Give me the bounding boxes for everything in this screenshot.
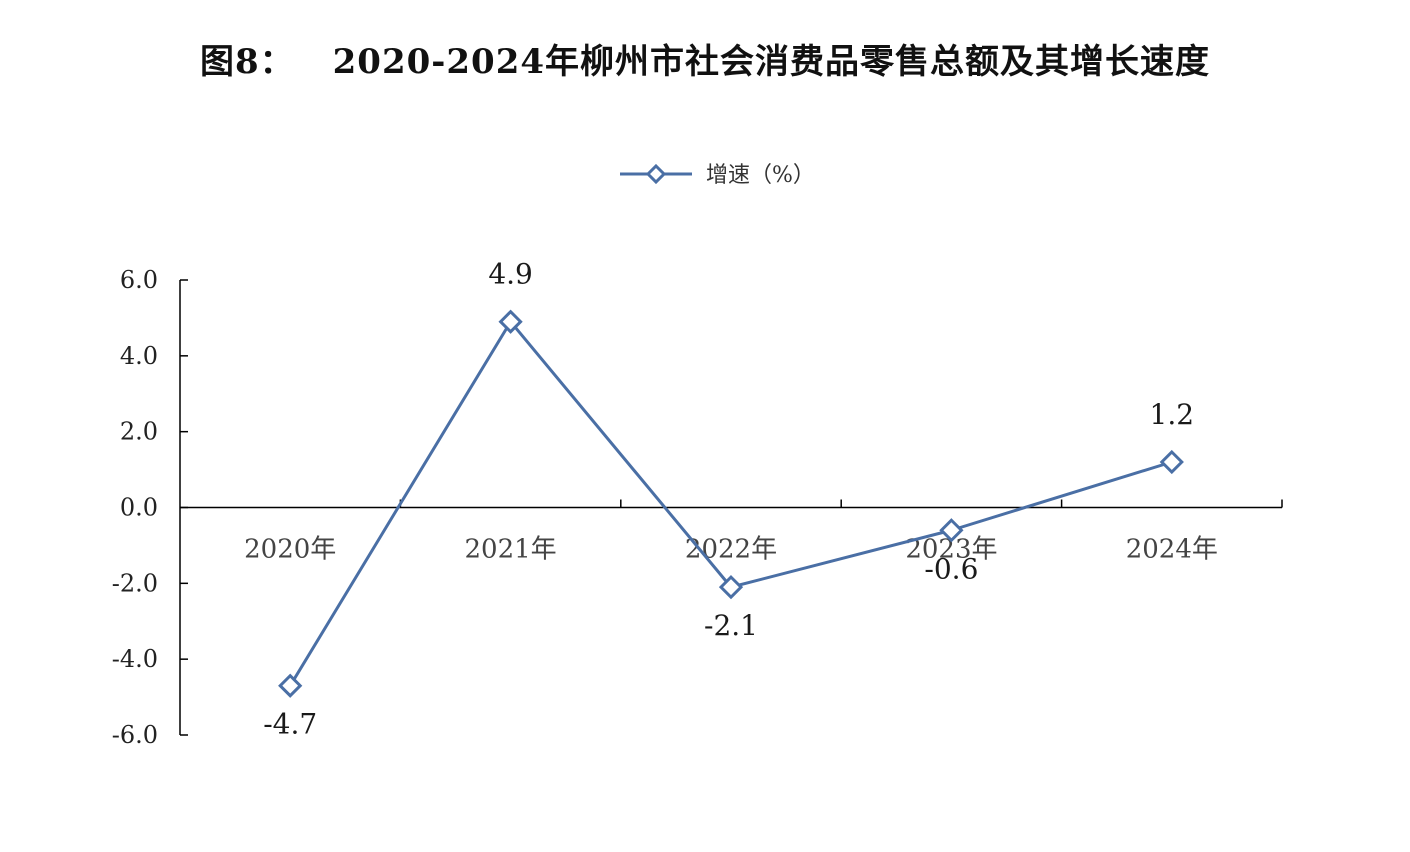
data-point xyxy=(1159,449,1184,475)
x-tick-label: 2020年 xyxy=(244,535,336,565)
legend: 增速（%） xyxy=(620,163,815,188)
figure-label: 图8： xyxy=(199,42,295,82)
chart-series: -4.7 4.9 -2.1 -0.6 1.2 xyxy=(263,258,1194,741)
y-tick-label: -2.0 xyxy=(112,569,158,597)
data-point xyxy=(718,575,744,600)
data-label: 1.2 xyxy=(1150,398,1195,431)
legend-marker xyxy=(645,163,667,185)
data-label: 4.9 xyxy=(488,258,533,291)
y-tick-label: 0.0 xyxy=(120,494,158,522)
data-point xyxy=(278,673,303,698)
data-label: -2.1 xyxy=(704,609,758,642)
data-point xyxy=(498,309,523,334)
y-tick-label: -4.0 xyxy=(112,645,158,673)
legend-label: 增速（%） xyxy=(706,163,815,188)
data-label: -0.6 xyxy=(924,552,978,585)
data-point xyxy=(939,518,964,543)
y-tick-label: -6.0 xyxy=(112,721,158,749)
figure-title: 2020-2024年柳州市社会消费品零售总额及其增长速度 xyxy=(332,42,1211,82)
y-tick-label: 2.0 xyxy=(120,418,158,446)
chart-title: 图8： 2020-2024年柳州市社会消费品零售总额及其增长速度 xyxy=(0,34,1410,83)
data-label: -4.7 xyxy=(263,708,317,741)
y-tick-label: 6.0 xyxy=(120,266,158,294)
x-tick-label: 2024年 xyxy=(1126,535,1218,565)
x-tick-label: 2021年 xyxy=(465,535,557,565)
y-tick-label: 4.0 xyxy=(120,342,158,370)
